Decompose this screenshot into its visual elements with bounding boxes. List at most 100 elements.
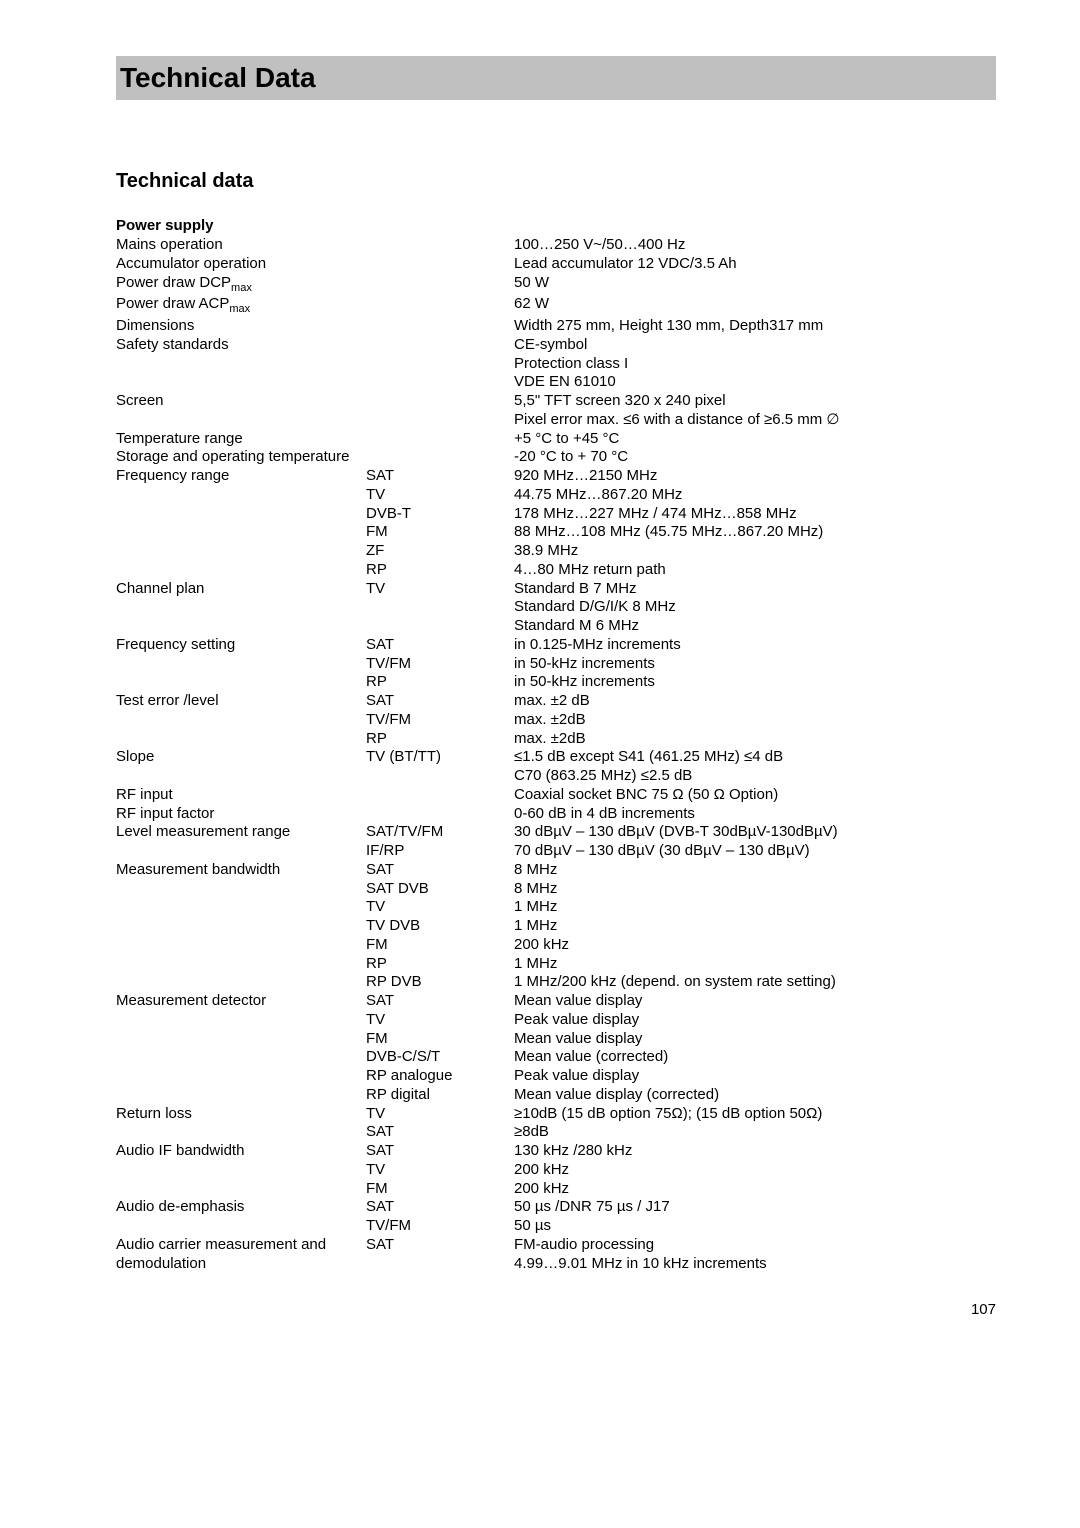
spec-variant: [366, 805, 514, 824]
spec-variant: SAT: [366, 467, 514, 486]
spec-value: 1 MHz: [514, 955, 996, 974]
spec-label: Screen: [116, 392, 366, 411]
spec-variant: TV/FM: [366, 1217, 514, 1236]
spec-row: Standard D/G/I/K 8 MHz: [116, 598, 996, 617]
spec-row: RP digitalMean value display (corrected): [116, 1086, 996, 1105]
spec-value: ≥8dB: [514, 1123, 996, 1142]
spec-value: Mean value (corrected): [514, 1048, 996, 1067]
spec-row: RF input factor0-60 dB in 4 dB increment…: [116, 805, 996, 824]
spec-variant: TV (BT/TT): [366, 748, 514, 767]
spec-variant: SAT: [366, 636, 514, 655]
spec-label: Audio carrier measurement and: [116, 1236, 366, 1255]
spec-row: Safety standardsCE-symbol: [116, 336, 996, 355]
spec-value: max. ±2 dB: [514, 692, 996, 711]
spec-value: Standard M 6 MHz: [514, 617, 996, 636]
spec-variant: ZF: [366, 542, 514, 561]
spec-value: CE-symbol: [514, 336, 996, 355]
spec-variant: SAT: [366, 1236, 514, 1255]
spec-row: DVB-C/S/TMean value (corrected): [116, 1048, 996, 1067]
spec-row: Pixel error max. ≤6 with a distance of ≥…: [116, 411, 996, 430]
spec-row: Measurement bandwidthSAT8 MHz: [116, 861, 996, 880]
spec-value: 44.75 MHz…867.20 MHz: [514, 486, 996, 505]
spec-label: Storage and operating temperature: [116, 448, 366, 467]
spec-value: max. ±2dB: [514, 711, 996, 730]
spec-label: [116, 673, 366, 692]
spec-value: -20 °C to + 70 °C: [514, 448, 996, 467]
spec-value: +5 °C to +45 °C: [514, 430, 996, 449]
spec-row: RP analoguePeak value display: [116, 1067, 996, 1086]
spec-row: Channel planTVStandard B 7 MHz: [116, 580, 996, 599]
spec-label: [116, 355, 366, 374]
spec-value: Pixel error max. ≤6 with a distance of ≥…: [514, 411, 996, 430]
spec-row: RF inputCoaxial socket BNC 75 Ω (50 Ω Op…: [116, 786, 996, 805]
spec-value: 50 W: [514, 274, 996, 296]
spec-label: [116, 1217, 366, 1236]
spec-label: RF input factor: [116, 805, 366, 824]
spec-row: TV/FM50 µs: [116, 1217, 996, 1236]
spec-variant: TV: [366, 486, 514, 505]
spec-label: [116, 1067, 366, 1086]
spec-variant: TV: [366, 1011, 514, 1030]
spec-row: Temperature range+5 °C to +45 °C: [116, 430, 996, 449]
spec-label: [116, 730, 366, 749]
spec-value: Width 275 mm, Height 130 mm, Depth317 mm: [514, 317, 996, 336]
spec-row: TV200 kHz: [116, 1161, 996, 1180]
spec-label: Measurement bandwidth: [116, 861, 366, 880]
spec-value: 62 W: [514, 295, 996, 317]
page: Technical Data Technical data Power supp…: [0, 0, 1080, 1358]
spec-value: Mean value display: [514, 1030, 996, 1049]
spec-label: Audio de-emphasis: [116, 1198, 366, 1217]
spec-label: [116, 598, 366, 617]
spec-row: TVPeak value display: [116, 1011, 996, 1030]
spec-row: Storage and operating temperature -20 °C …: [116, 448, 996, 467]
spec-label: [116, 711, 366, 730]
spec-row: TV1 MHz: [116, 898, 996, 917]
spec-row: RPmax. ±2dB: [116, 730, 996, 749]
spec-value: Standard D/G/I/K 8 MHz: [514, 598, 996, 617]
spec-label: demodulation: [116, 1255, 366, 1274]
spec-variant: [366, 336, 514, 355]
spec-value: Protection class I: [514, 355, 996, 374]
spec-value: 100…250 V~/50…400 Hz: [514, 236, 996, 255]
spec-value: Coaxial socket BNC 75 Ω (50 Ω Option): [514, 786, 996, 805]
spec-value: 178 MHz…227 MHz / 474 MHz…858 MHz: [514, 505, 996, 524]
spec-row: Audio IF bandwidthSAT130 kHz /280 kHz: [116, 1142, 996, 1161]
spec-variant: [366, 317, 514, 336]
spec-value: in 0.125-MHz increments: [514, 636, 996, 655]
spec-row: Audio carrier measurement andSATFM-audio…: [116, 1236, 996, 1255]
spec-variant: RP: [366, 561, 514, 580]
spec-variant: [366, 411, 514, 430]
spec-variant: [366, 236, 514, 255]
spec-row: demodulation4.99…9.01 MHz in 10 kHz incr…: [116, 1255, 996, 1274]
spec-row: Screen5,5" TFT screen 320 x 240 pixel: [116, 392, 996, 411]
spec-row: ZF38.9 MHz: [116, 542, 996, 561]
spec-value: FM-audio processing: [514, 1236, 996, 1255]
spec-label: [116, 655, 366, 674]
spec-variant: [366, 373, 514, 392]
spec-label: Audio IF bandwidth: [116, 1142, 366, 1161]
spec-value: C70 (863.25 MHz) ≤2.5 dB: [514, 767, 996, 786]
spec-value: Mean value display: [514, 992, 996, 1011]
spec-value: 50 µs /DNR 75 µs / J17: [514, 1198, 996, 1217]
spec-label: Channel plan: [116, 580, 366, 599]
spec-row: TV44.75 MHz…867.20 MHz: [116, 486, 996, 505]
spec-variant: [366, 430, 514, 449]
spec-label: [116, 880, 366, 899]
spec-variant: RP digital: [366, 1086, 514, 1105]
spec-variant: FM: [366, 1180, 514, 1199]
spec-variant: RP: [366, 730, 514, 749]
spec-row: Return lossTV≥10dB (15 dB option 75Ω); (…: [116, 1105, 996, 1124]
spec-variant: RP DVB: [366, 973, 514, 992]
spec-variant: [366, 274, 514, 296]
spec-variant: SAT/TV/FM: [366, 823, 514, 842]
spec-variant: RP: [366, 955, 514, 974]
spec-variant: [366, 355, 514, 374]
spec-variant: SAT DVB: [366, 880, 514, 899]
spec-label: [116, 1123, 366, 1142]
spec-variant: [366, 295, 514, 317]
spec-label: Slope: [116, 748, 366, 767]
spec-row: Frequency rangeSAT920 MHz…2150 MHz: [116, 467, 996, 486]
spec-variant: TV: [366, 1161, 514, 1180]
spec-value: ≤1.5 dB except S41 (461.25 MHz) ≤4 dB: [514, 748, 996, 767]
spec-variant: SAT: [366, 861, 514, 880]
